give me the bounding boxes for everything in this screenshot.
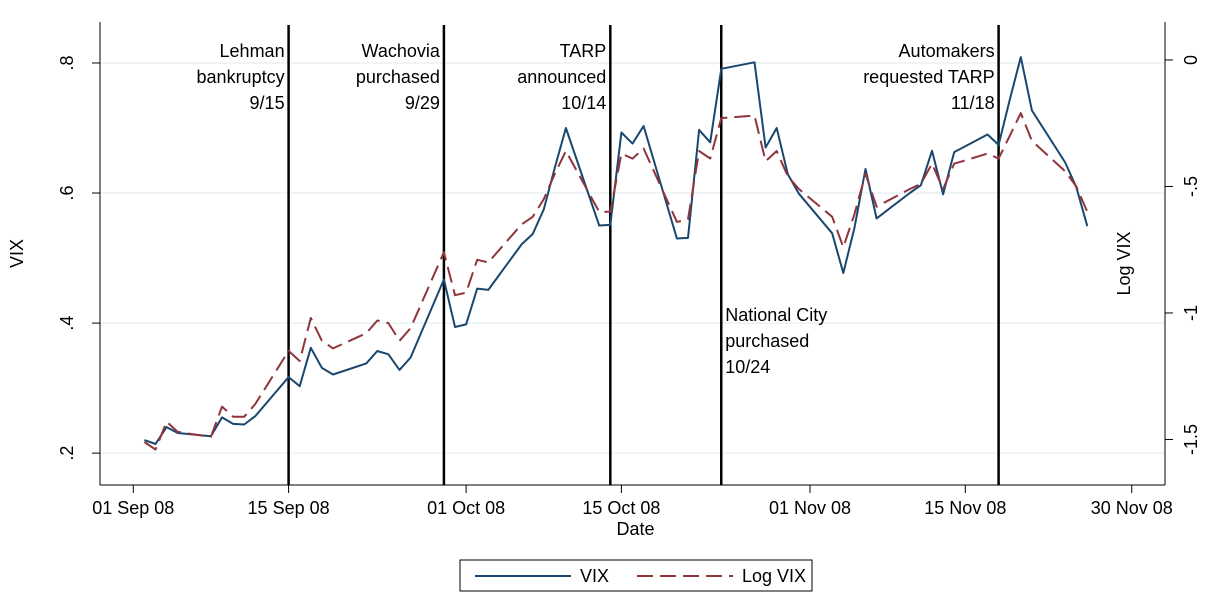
event-label: requested TARP [863,67,994,87]
event-label: 10/14 [561,93,606,113]
event-label: TARP [560,41,607,61]
event-label: 10/24 [725,357,770,377]
event-label: 11/18 [951,93,995,113]
event-label: National City [725,305,827,325]
x-tick-label: 01 Nov 08 [769,498,851,518]
x-tick-label: 15 Nov 08 [924,498,1006,518]
y2-axis-title: Log VIX [1114,231,1134,295]
event-label: 9/29 [405,93,440,113]
legend-label: Log VIX [742,566,806,586]
y2-tick-label: -.5 [1181,176,1201,197]
x-tick-label: 01 Oct 08 [427,498,505,518]
y2-tick-label: 0 [1181,55,1201,65]
event-label: purchased [725,331,809,351]
x-tick-label: 15 Oct 08 [582,498,660,518]
event-label: announced [517,67,606,87]
x-tick-label: 01 Sep 08 [92,498,174,518]
x-tick-label: 30 Nov 08 [1091,498,1173,518]
y-tick-label: .2 [57,446,77,461]
event-label: purchased [356,67,440,87]
x-axis-title: Date [616,519,654,539]
event-label: 9/15 [250,93,285,113]
y-tick-label: .8 [57,55,77,70]
x-tick-label: 15 Sep 08 [248,498,330,518]
y-tick-label: .4 [57,316,77,331]
y-axis-title: VIX [7,239,27,268]
series-line [144,56,1089,445]
y2-tick-label: -1 [1181,305,1201,321]
event-label: Automakers [899,41,995,61]
event-label: bankruptcy [197,67,285,87]
series-line [143,112,1089,451]
y-tick-label: .6 [57,186,77,201]
event-label: Wachovia [362,41,441,61]
legend-label: VIX [580,566,609,586]
event-label: Lehman [220,41,285,61]
y2-tick-label: -1.5 [1181,424,1201,455]
